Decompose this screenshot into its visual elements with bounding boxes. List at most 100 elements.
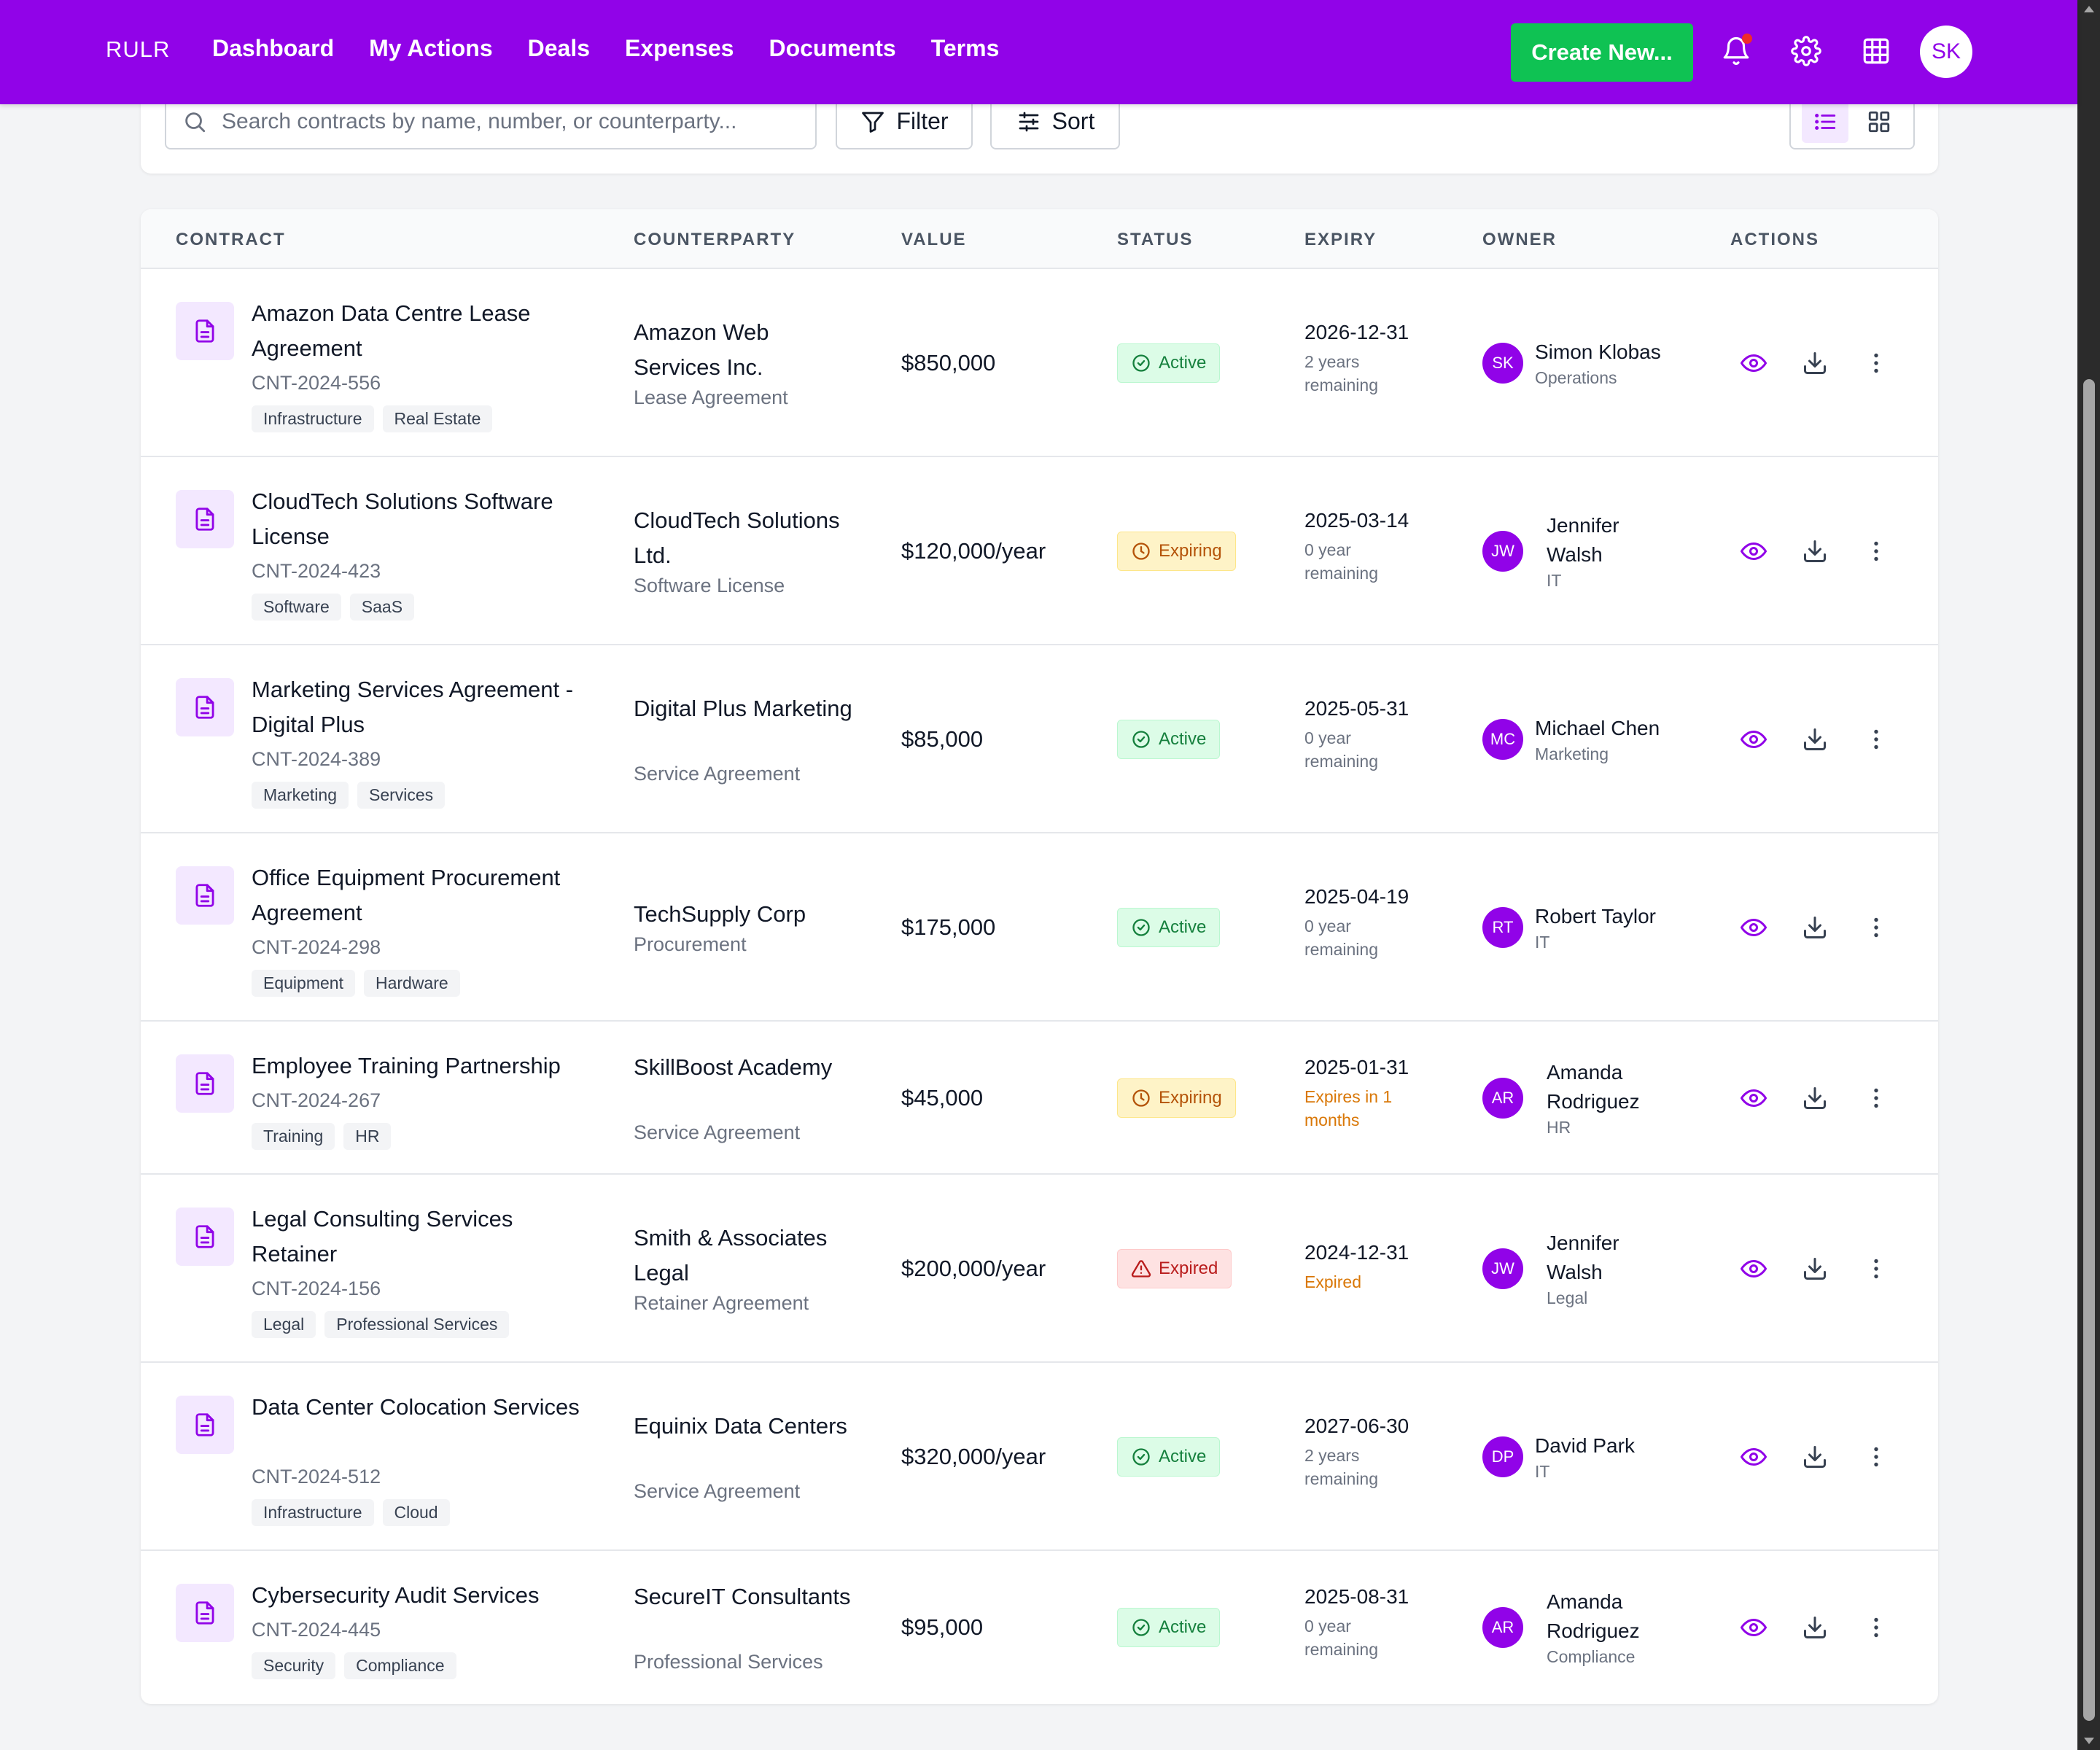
owner-avatar: RT xyxy=(1482,907,1523,948)
contract-tags: Infrastructure Real Estate xyxy=(252,405,493,432)
document-icon xyxy=(195,1413,214,1436)
check-circle-icon xyxy=(1132,1619,1150,1636)
table-row[interactable]: Legal Consulting Services Retainer CNT-20… xyxy=(141,1175,1938,1363)
view-button[interactable] xyxy=(1736,1439,1771,1474)
status-badge: Expiring xyxy=(1117,532,1236,571)
status-badge: Active xyxy=(1117,720,1221,759)
view-button[interactable] xyxy=(1736,1251,1771,1286)
nav-link-expenses[interactable]: Expenses xyxy=(625,35,734,61)
view-button[interactable] xyxy=(1736,534,1771,569)
nav-link-deals[interactable]: Deals xyxy=(527,35,591,61)
owner-name: Amanda Rodriguez xyxy=(1547,1061,1640,1113)
header-expiry[interactable]: EXPIRY xyxy=(1304,230,1377,249)
download-button[interactable] xyxy=(1797,1439,1832,1474)
table-row[interactable]: Marketing Services Agreement - Digital P… xyxy=(141,645,1938,833)
download-button[interactable] xyxy=(1797,1081,1832,1116)
header-value[interactable]: VALUE xyxy=(901,230,967,249)
check-circle-icon xyxy=(1132,1448,1150,1466)
view-button[interactable] xyxy=(1736,346,1771,381)
more-options-button[interactable] xyxy=(1859,1610,1894,1645)
more-options-button[interactable] xyxy=(1859,1251,1894,1286)
eye-icon xyxy=(1741,1447,1767,1466)
table-row[interactable]: Office Equipment Procurement Agreement CN… xyxy=(141,833,1938,1022)
more-options-button[interactable] xyxy=(1859,1439,1894,1474)
grid-view-button[interactable] xyxy=(1856,101,1902,143)
contract-file-icon xyxy=(176,1396,234,1454)
status-label: Expiring xyxy=(1159,1088,1222,1108)
status-label: Active xyxy=(1159,729,1207,749)
nav-link-dashboard[interactable]: Dashboard xyxy=(212,35,335,61)
contract-name[interactable]: Employee Training Partnership xyxy=(252,1053,561,1078)
contract-name[interactable]: Marketing Services Agreement - Digital P… xyxy=(252,677,574,737)
expiry-date: 2025-04-19 xyxy=(1304,885,1409,908)
status-label: Expired xyxy=(1159,1259,1218,1278)
view-button[interactable] xyxy=(1736,1081,1771,1116)
scroll-up-arrow-icon[interactable] xyxy=(2084,6,2094,12)
table-row[interactable]: Cybersecurity Audit Services CNT-2024-445… xyxy=(141,1551,1938,1704)
more-options-button[interactable] xyxy=(1859,346,1894,381)
more-options-button[interactable] xyxy=(1859,534,1894,569)
download-button[interactable] xyxy=(1797,534,1832,569)
more-vertical-icon xyxy=(1874,917,1878,938)
contract-type: Lease Agreement xyxy=(634,386,788,408)
contract-tags: Training HR xyxy=(252,1123,392,1150)
owner-avatar: AR xyxy=(1482,1078,1523,1119)
contract-type: Professional Services xyxy=(634,1651,823,1673)
contract-name[interactable]: CloudTech Solutions Software License xyxy=(252,489,553,549)
nav-link-documents[interactable]: Documents xyxy=(769,35,896,61)
scroll-down-arrow-icon[interactable] xyxy=(2084,1738,2094,1744)
apps-button[interactable] xyxy=(1857,32,1895,70)
header-contract[interactable]: CONTRACT xyxy=(176,230,286,249)
contract-name[interactable]: Amazon Data Centre Lease Agreement xyxy=(252,300,531,361)
contract-name[interactable]: Cybersecurity Audit Services xyxy=(252,1582,540,1608)
table-row[interactable]: CloudTech Solutions Software License CNT-… xyxy=(141,457,1938,645)
contract-tags: Equipment Hardware xyxy=(252,970,460,997)
nav-link-my-actions[interactable]: My Actions xyxy=(369,35,493,61)
list-view-button[interactable] xyxy=(1802,100,1848,143)
contract-type: Retainer Agreement xyxy=(634,1292,809,1314)
view-button[interactable] xyxy=(1736,910,1771,945)
download-button[interactable] xyxy=(1797,722,1832,757)
more-options-button[interactable] xyxy=(1859,1081,1894,1116)
status-badge: Active xyxy=(1117,343,1221,383)
contract-name[interactable]: Office Equipment Procurement Agreement xyxy=(252,865,561,925)
contract-type: Procurement xyxy=(634,933,747,955)
status-label: Active xyxy=(1159,353,1207,373)
scrollbar-thumb[interactable] xyxy=(2083,379,2095,1721)
page-scrollbar[interactable] xyxy=(2077,0,2100,1750)
status-badge: Active xyxy=(1117,1437,1221,1477)
download-button[interactable] xyxy=(1797,1251,1832,1286)
more-options-button[interactable] xyxy=(1859,722,1894,757)
header-counterparty[interactable]: COUNTERPARTY xyxy=(634,230,796,249)
tag: Cloud xyxy=(382,1499,450,1526)
tag: Marketing xyxy=(252,782,349,809)
user-avatar[interactable]: SK xyxy=(1920,26,1972,78)
download-icon xyxy=(1804,1617,1826,1638)
download-button[interactable] xyxy=(1797,910,1832,945)
nav-link-terms[interactable]: Terms xyxy=(930,35,1000,61)
search-input[interactable] xyxy=(222,109,790,134)
contract-name[interactable]: Legal Consulting Services Retainer xyxy=(252,1206,513,1267)
contract-value: $320,000/year xyxy=(901,1444,1046,1469)
table-header: CONTRACT COUNTERPARTY VALUE STATUS EXPIR… xyxy=(141,209,1938,269)
create-new-button[interactable]: Create New... xyxy=(1511,23,1693,82)
table-row[interactable]: Data Center Colocation Services CNT-2024-… xyxy=(141,1363,1938,1551)
view-button[interactable] xyxy=(1736,722,1771,757)
brand-logo[interactable]: RULR xyxy=(106,36,171,62)
more-options-button[interactable] xyxy=(1859,910,1894,945)
table-row[interactable]: Amazon Data Centre Lease Agreement CNT-20… xyxy=(141,269,1938,457)
eye-icon xyxy=(1741,1618,1767,1637)
download-button[interactable] xyxy=(1797,346,1832,381)
contract-tags: Infrastructure Cloud xyxy=(252,1499,450,1526)
notifications-button[interactable] xyxy=(1717,32,1755,70)
table-row[interactable]: Employee Training Partnership CNT-2024-26… xyxy=(141,1022,1938,1175)
expiry-remaining: Expired xyxy=(1304,1272,1361,1291)
settings-button[interactable] xyxy=(1787,32,1825,70)
view-button[interactable] xyxy=(1736,1610,1771,1645)
header-owner[interactable]: OWNER xyxy=(1482,230,1557,249)
header-status[interactable]: STATUS xyxy=(1117,230,1194,249)
counterparty-name: CloudTech Solutions Ltd. xyxy=(634,508,840,568)
more-vertical-icon xyxy=(1874,541,1878,561)
download-button[interactable] xyxy=(1797,1610,1832,1645)
contract-name[interactable]: Data Center Colocation Services xyxy=(252,1394,580,1420)
